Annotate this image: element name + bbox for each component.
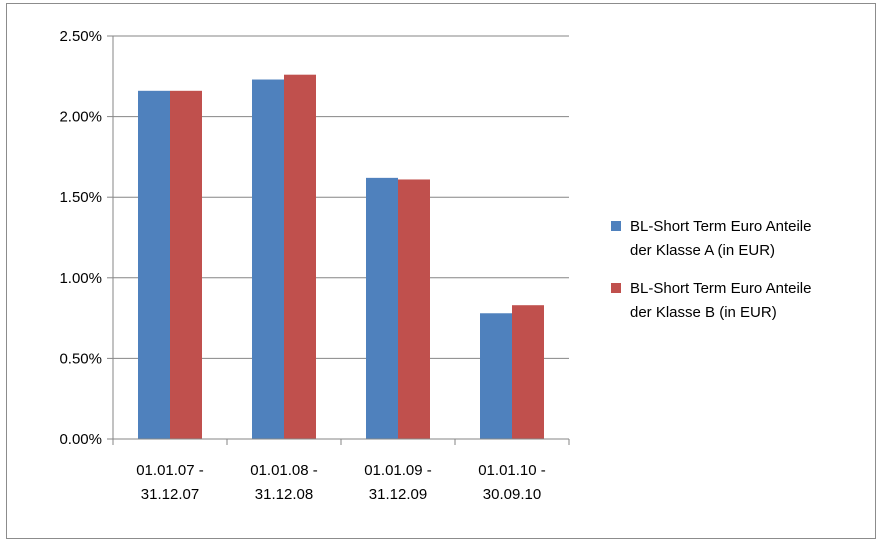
y-tick-label: 2.00% [59, 109, 102, 126]
bar-klasse-b [398, 179, 430, 439]
legend-entry-text: der Klasse B (in EUR) [630, 304, 777, 321]
legend-entry-text: BL-Short Term Euro Anteile [630, 280, 811, 297]
y-tick-label: 0.00% [59, 431, 102, 448]
x-tick-label: 31.12.08 [255, 486, 313, 503]
bars [138, 74, 544, 440]
axes: 0.00% 0.50% 1.00% 1.50% 2.00% 2.50% 01.01.07 -… [59, 28, 570, 503]
legend-swatch [611, 283, 621, 293]
x-tick-label: 01.01.08 - [250, 462, 318, 479]
x-tick-label: 31.12.07 [141, 486, 199, 503]
x-tick-label: 01.01.10 - [478, 462, 546, 479]
legend-entry-text: BL-Short Term Euro Anteile [630, 218, 811, 235]
y-tick-label: 1.00% [59, 270, 102, 287]
legend-entry-text: der Klasse A (in EUR) [630, 242, 775, 259]
bar-klasse-a [138, 90, 170, 440]
bar-klasse-a [480, 313, 512, 439]
bar-klasse-b [512, 305, 544, 439]
bar-klasse-b [284, 74, 316, 440]
legend: BL-Short Term Euro Anteile der Klasse A (… [611, 218, 811, 321]
x-tick-label: 01.01.09 - [364, 462, 432, 479]
y-tick-label: 1.50% [59, 189, 102, 206]
y-tick-label: 2.50% [59, 28, 102, 45]
bar-klasse-b [170, 90, 202, 440]
y-tick-label: 0.50% [59, 350, 102, 367]
legend-swatch [611, 221, 621, 231]
x-tick-label: 30.09.10 [483, 486, 541, 503]
bar-klasse-a [366, 177, 398, 439]
bar-klasse-a [252, 79, 284, 440]
x-tick-label: 31.12.09 [369, 486, 427, 503]
x-tick-label: 01.01.07 - [136, 462, 204, 479]
